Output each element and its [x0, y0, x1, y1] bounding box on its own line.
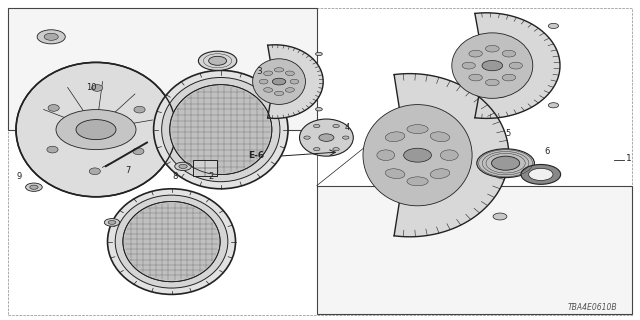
Ellipse shape [47, 146, 58, 153]
Circle shape [492, 156, 520, 170]
Ellipse shape [485, 79, 499, 86]
Ellipse shape [509, 62, 522, 69]
Ellipse shape [16, 62, 176, 197]
Circle shape [548, 23, 559, 28]
Ellipse shape [154, 70, 288, 189]
Ellipse shape [469, 50, 483, 57]
Circle shape [272, 78, 286, 85]
Circle shape [179, 164, 187, 169]
Circle shape [482, 60, 502, 71]
Ellipse shape [462, 62, 476, 69]
Ellipse shape [264, 88, 273, 92]
Ellipse shape [385, 169, 405, 179]
Ellipse shape [285, 71, 294, 76]
Circle shape [37, 30, 65, 44]
Ellipse shape [89, 168, 100, 175]
Ellipse shape [452, 33, 532, 98]
Ellipse shape [123, 202, 220, 282]
Ellipse shape [485, 45, 499, 52]
Circle shape [333, 124, 339, 128]
Text: 3: 3 [256, 67, 262, 76]
Ellipse shape [115, 195, 228, 288]
Circle shape [316, 108, 323, 111]
Circle shape [209, 56, 227, 65]
Ellipse shape [290, 79, 299, 84]
Circle shape [198, 51, 237, 70]
Text: 4: 4 [344, 123, 349, 132]
Ellipse shape [92, 84, 103, 91]
Ellipse shape [162, 77, 280, 182]
Circle shape [314, 124, 320, 128]
Circle shape [319, 134, 334, 141]
Ellipse shape [377, 150, 395, 161]
Circle shape [26, 183, 42, 191]
Ellipse shape [502, 74, 516, 81]
Ellipse shape [407, 177, 428, 186]
Ellipse shape [170, 84, 272, 175]
Circle shape [342, 136, 349, 139]
Text: 5: 5 [506, 129, 511, 138]
Circle shape [76, 120, 116, 140]
Circle shape [56, 109, 136, 150]
Ellipse shape [385, 132, 405, 142]
Ellipse shape [502, 50, 516, 57]
Circle shape [477, 149, 534, 178]
Ellipse shape [134, 106, 145, 113]
Ellipse shape [108, 189, 236, 294]
Circle shape [521, 164, 561, 184]
Circle shape [333, 148, 339, 151]
Circle shape [108, 220, 116, 224]
Circle shape [493, 91, 507, 97]
Ellipse shape [430, 132, 450, 142]
Ellipse shape [300, 119, 353, 156]
Text: 2: 2 [209, 172, 214, 181]
Text: TBA4E0610B: TBA4E0610B [568, 303, 618, 312]
Circle shape [44, 33, 58, 40]
Ellipse shape [469, 74, 483, 81]
Ellipse shape [253, 59, 305, 104]
Ellipse shape [285, 88, 294, 92]
Circle shape [529, 168, 553, 180]
Ellipse shape [48, 105, 60, 111]
Polygon shape [394, 74, 509, 237]
Text: 10: 10 [86, 83, 97, 92]
Bar [317, 186, 632, 314]
Polygon shape [268, 45, 323, 118]
Circle shape [175, 162, 191, 171]
Text: E-6: E-6 [248, 151, 264, 160]
Ellipse shape [132, 148, 144, 155]
Text: 9: 9 [17, 172, 22, 181]
Circle shape [30, 185, 38, 189]
Text: 7: 7 [125, 166, 130, 175]
Bar [8, 8, 317, 130]
Ellipse shape [275, 91, 284, 96]
Ellipse shape [407, 124, 428, 133]
Ellipse shape [275, 68, 284, 72]
Polygon shape [475, 13, 560, 118]
Circle shape [548, 103, 559, 108]
Circle shape [304, 136, 310, 139]
Circle shape [316, 52, 323, 56]
Text: 8: 8 [173, 172, 178, 181]
Text: 6: 6 [544, 147, 549, 156]
Text: 1: 1 [626, 154, 632, 163]
Circle shape [104, 219, 120, 226]
Ellipse shape [430, 169, 450, 179]
Circle shape [493, 213, 507, 220]
Bar [193, 160, 217, 176]
Ellipse shape [259, 79, 268, 84]
Ellipse shape [264, 71, 273, 76]
Ellipse shape [440, 150, 458, 161]
Circle shape [314, 148, 320, 151]
Ellipse shape [363, 105, 472, 206]
Circle shape [404, 148, 431, 162]
